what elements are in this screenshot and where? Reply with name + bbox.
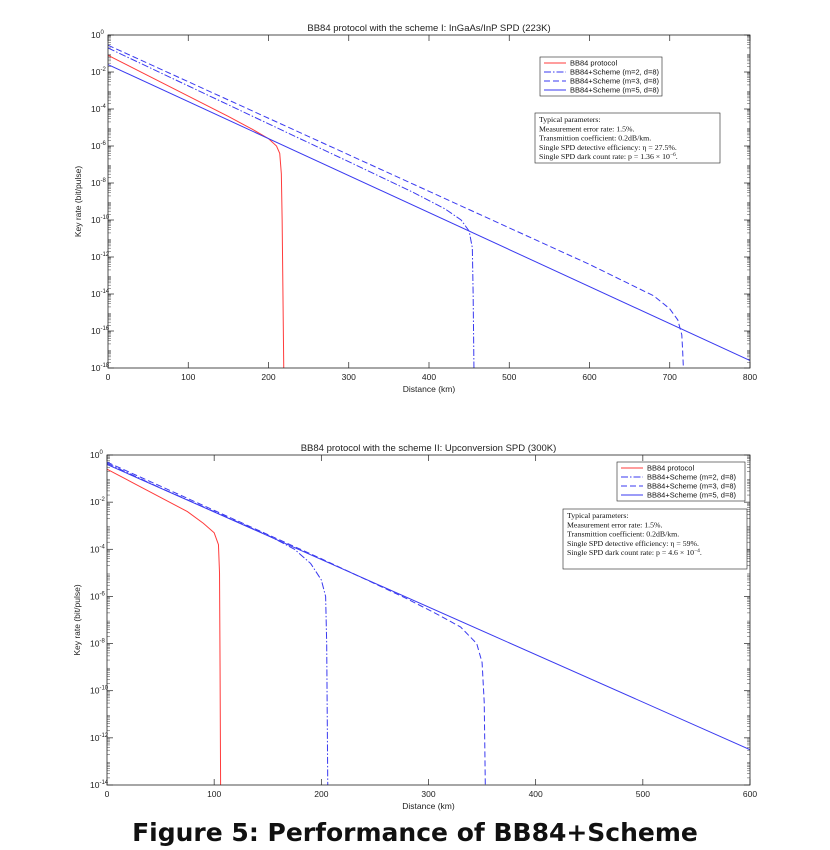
parameters-line: Single SPD dark count rate: p = 1.36 × 1… <box>539 152 678 161</box>
x-tick-label: 800 <box>743 372 757 382</box>
x-tick-label: 200 <box>314 789 328 799</box>
legend-label: BB84+Scheme (m=5, d=8) <box>570 86 660 95</box>
x-tick-label: 200 <box>261 372 275 382</box>
y-tick-label: 100 <box>90 450 103 460</box>
y-tick-label: 10-2 <box>90 497 105 507</box>
y-axis-label: Key rate (bit/pulse) <box>72 584 82 656</box>
y-tick-label: 10-2 <box>91 67 106 77</box>
legend-label: BB84 protocol <box>647 464 694 473</box>
x-tick-label: 700 <box>663 372 677 382</box>
series-line-4 <box>108 64 750 362</box>
parameters-line: Transmittion coefficient: 0.2dB/km. <box>539 134 651 143</box>
y-tick-label: 10-8 <box>91 178 106 188</box>
x-tick-label: 400 <box>529 789 543 799</box>
x-tick-label: 0 <box>105 789 110 799</box>
figure-canvas: BB84 protocol with the scheme I: InGaAs/… <box>72 23 757 811</box>
chart-title: BB84 protocol with the scheme I: InGaAs/… <box>307 23 550 34</box>
parameters-line: Single SPD dark count rate: p = 4.6 × 10… <box>567 548 702 557</box>
y-tick-label: 10-4 <box>90 544 105 554</box>
y-tick-label: 10-14 <box>90 780 109 790</box>
y-tick-label: 10-10 <box>91 215 110 225</box>
y-tick-label: 10-18 <box>91 363 110 373</box>
y-tick-label: 100 <box>91 30 104 40</box>
series-line-1 <box>108 54 285 368</box>
series-line-3 <box>107 461 486 785</box>
parameters-line: Typical parameters: <box>539 115 601 124</box>
y-tick-label: 10-14 <box>91 289 110 299</box>
x-tick-label: 300 <box>421 789 435 799</box>
legend-label: BB84+Scheme (m=5, d=8) <box>647 491 737 500</box>
series-line-1 <box>107 468 222 785</box>
y-axis-label: Key rate (bit/pulse) <box>73 166 83 238</box>
parameters-line: Transmittion coefficient: 0.2dB/km. <box>567 530 679 539</box>
x-tick-label: 500 <box>502 372 516 382</box>
parameters-frame <box>534 112 721 164</box>
x-axis-label: Distance (km) <box>402 801 455 811</box>
chart-title: BB84 protocol with the scheme II: Upconv… <box>301 443 557 454</box>
y-minor-ticks <box>107 455 750 779</box>
parameters-line: Typical parameters: <box>567 511 629 520</box>
series-group <box>107 461 750 785</box>
y-tick-label: 10-10 <box>90 686 109 696</box>
parameters-line: Measurement error rate: 1.5%. <box>567 520 663 529</box>
series-group <box>108 44 750 368</box>
legend-label: BB84+Scheme (m=3, d=8) <box>647 482 737 491</box>
x-tick-label: 300 <box>342 372 356 382</box>
x-tick-label: 400 <box>422 372 436 382</box>
series-line-3 <box>108 44 684 368</box>
y-tick-label: 10-4 <box>91 104 106 114</box>
y-tick-label: 10-6 <box>91 141 106 151</box>
legend-label: BB84 protocol <box>570 59 617 68</box>
plot-frame <box>106 454 751 786</box>
legend-label: BB84+Scheme (m=2, d=8) <box>647 473 737 482</box>
x-axis-label: Distance (km) <box>403 384 456 394</box>
y-tick-label: 10-6 <box>90 591 105 601</box>
x-tick-label: 600 <box>743 789 757 799</box>
figure-caption: Figure 5: Performance of BB84+Scheme <box>132 818 698 847</box>
x-tick-label: 100 <box>207 789 221 799</box>
x-tick-label: 0 <box>106 372 111 382</box>
chart-1: BB84 protocol with the scheme I: InGaAs/… <box>73 23 757 394</box>
plot-frame <box>107 34 751 369</box>
x-tick-label: 600 <box>582 372 596 382</box>
y-minor-ticks <box>108 35 750 363</box>
parameters-frame <box>562 508 748 570</box>
x-tick-label: 100 <box>181 372 195 382</box>
parameters-line: Measurement error rate: 1.5%. <box>539 124 635 133</box>
y-tick-label: 10-12 <box>90 733 109 743</box>
parameters-box: Typical parameters:Measurement error rat… <box>534 112 721 164</box>
y-tick-label: 10-8 <box>90 639 105 649</box>
parameters-line: Single SPD detective efficiency: η = 59%… <box>567 539 699 548</box>
y-tick-label: 10-16 <box>91 326 110 336</box>
y-tick-label: 10-12 <box>91 252 110 262</box>
parameters-line: Single SPD detective efficiency: η = 27.… <box>539 143 677 152</box>
series-line-2 <box>108 47 475 368</box>
series-line-4 <box>107 463 750 751</box>
chart-2: BB84 protocol with the scheme II: Upconv… <box>72 443 757 811</box>
legend-label: BB84+Scheme (m=2, d=8) <box>570 68 660 77</box>
legend-label: BB84+Scheme (m=3, d=8) <box>570 77 660 86</box>
parameters-box: Typical parameters:Measurement error rat… <box>562 508 748 570</box>
x-tick-label: 500 <box>636 789 650 799</box>
